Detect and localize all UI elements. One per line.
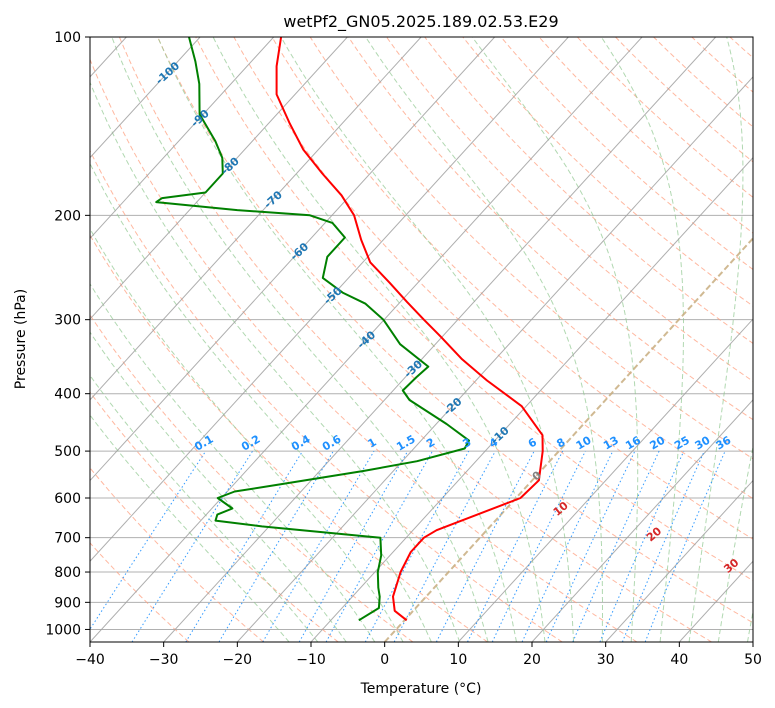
- mixing-ratio-lines: [90, 450, 726, 642]
- moist-adiabats: [90, 37, 753, 642]
- moist-adiabat-line: [212, 37, 546, 642]
- dewpoint-profile-line: [155, 37, 470, 622]
- mixing-ratio-line: [599, 450, 685, 642]
- plot-background: [90, 37, 753, 642]
- dry-adiabat-line: [768, 37, 775, 642]
- isotherm-line: [236, 76, 753, 642]
- moist-adiabat-line: [90, 331, 347, 642]
- isotherm-line: [163, 37, 717, 642]
- x-tick-label: 50: [744, 652, 762, 668]
- moist-adiabat-line: [90, 282, 376, 642]
- isotherm-line: [310, 156, 753, 642]
- dry-adiabat-line: [309, 37, 753, 460]
- moist-adiabat-line: [90, 227, 404, 642]
- dry-adiabat-line: [157, 37, 753, 624]
- dry-adiabat-line: [90, 149, 563, 642]
- temperature-profile-line: [275, 37, 544, 622]
- zero-isotherm-line: [383, 236, 753, 642]
- dry-adiabat-line: [118, 37, 712, 642]
- isotherm-line: [531, 399, 753, 642]
- chart-title: wetPf2_GN05.2025.189.02.53.E29: [283, 12, 558, 32]
- x-axis-label: Temperature (°C): [360, 681, 482, 697]
- y-tick-label: 900: [54, 595, 81, 611]
- isotherm-line: [752, 641, 753, 642]
- x-tick-label: −20: [223, 652, 253, 668]
- isotherm-line: [90, 37, 275, 240]
- y-tick-label: 600: [54, 491, 81, 507]
- y-tick-label: 200: [54, 208, 81, 224]
- y-axis-label: Pressure (hPa): [13, 289, 29, 389]
- x-tick-label: 0: [380, 652, 389, 668]
- isotherm-line: [457, 318, 753, 642]
- isotherms: [90, 37, 753, 642]
- y-tick-label: 800: [54, 565, 81, 581]
- mixing-ratio-line: [364, 450, 470, 642]
- isotherm-line: [90, 37, 643, 642]
- moist-adiabat-line: [471, 37, 639, 642]
- y-axis-ticks: 100 200 300 400 500 600 700 800 900 1000: [45, 30, 90, 638]
- isotherm-line: [605, 479, 753, 642]
- mixing-ratio-line: [572, 450, 660, 642]
- moist-adiabat-line: [688, 37, 744, 642]
- y-tick-label: 500: [54, 444, 81, 460]
- pressure-gridlines: [90, 37, 753, 630]
- y-tick-label: 1000: [45, 622, 81, 638]
- mixing-ratio-line: [621, 450, 705, 642]
- dry-adiabat-line: [195, 37, 753, 582]
- moist-adiabat-line: [90, 162, 432, 642]
- x-tick-label: −40: [75, 652, 105, 668]
- x-tick-label: −10: [296, 652, 326, 668]
- isotherm-line: [90, 37, 569, 562]
- moist-adiabat-line: [600, 37, 684, 642]
- y-tick-label: 300: [54, 313, 81, 329]
- mixing-ratio-line: [185, 450, 304, 642]
- moist-adiabat-line: [365, 37, 603, 642]
- isotherm-line: [90, 37, 496, 482]
- moist-adiabat-line: [111, 37, 489, 642]
- x-tick-label: −30: [149, 652, 179, 668]
- moist-adiabat-line: [90, 81, 461, 642]
- mixing-ratio-line: [325, 450, 433, 642]
- dry-adiabat-line: [386, 37, 753, 382]
- mixing-ratio-line: [131, 450, 254, 642]
- x-tick-label: 30: [597, 652, 615, 668]
- plot-frame: [89, 36, 754, 643]
- y-tick-label: 100: [54, 30, 81, 46]
- isotherm-line: [90, 37, 348, 320]
- x-tick-label: 20: [523, 652, 541, 668]
- y-tick-label: 700: [54, 531, 81, 547]
- mixing-ratio-line: [90, 450, 207, 631]
- sounding-profiles: [155, 37, 544, 622]
- x-tick-label: 40: [670, 652, 688, 668]
- moist-adiabat-line: [280, 37, 575, 642]
- mixing-ratio-line: [393, 450, 496, 642]
- dry-adiabat-line: [424, 37, 753, 344]
- mixing-ratio-line: [467, 450, 564, 642]
- x-tick-label: 10: [449, 652, 467, 668]
- y-tick-label: 400: [54, 387, 81, 403]
- isotherm-line: [90, 37, 422, 401]
- x-axis-ticks: −40 −30 −20 −10 0 10 20 30 40 50: [75, 642, 762, 668]
- dry-adiabat-line: [271, 37, 753, 500]
- isotherm-line: [90, 37, 201, 159]
- mixing-ratio-line: [644, 450, 726, 642]
